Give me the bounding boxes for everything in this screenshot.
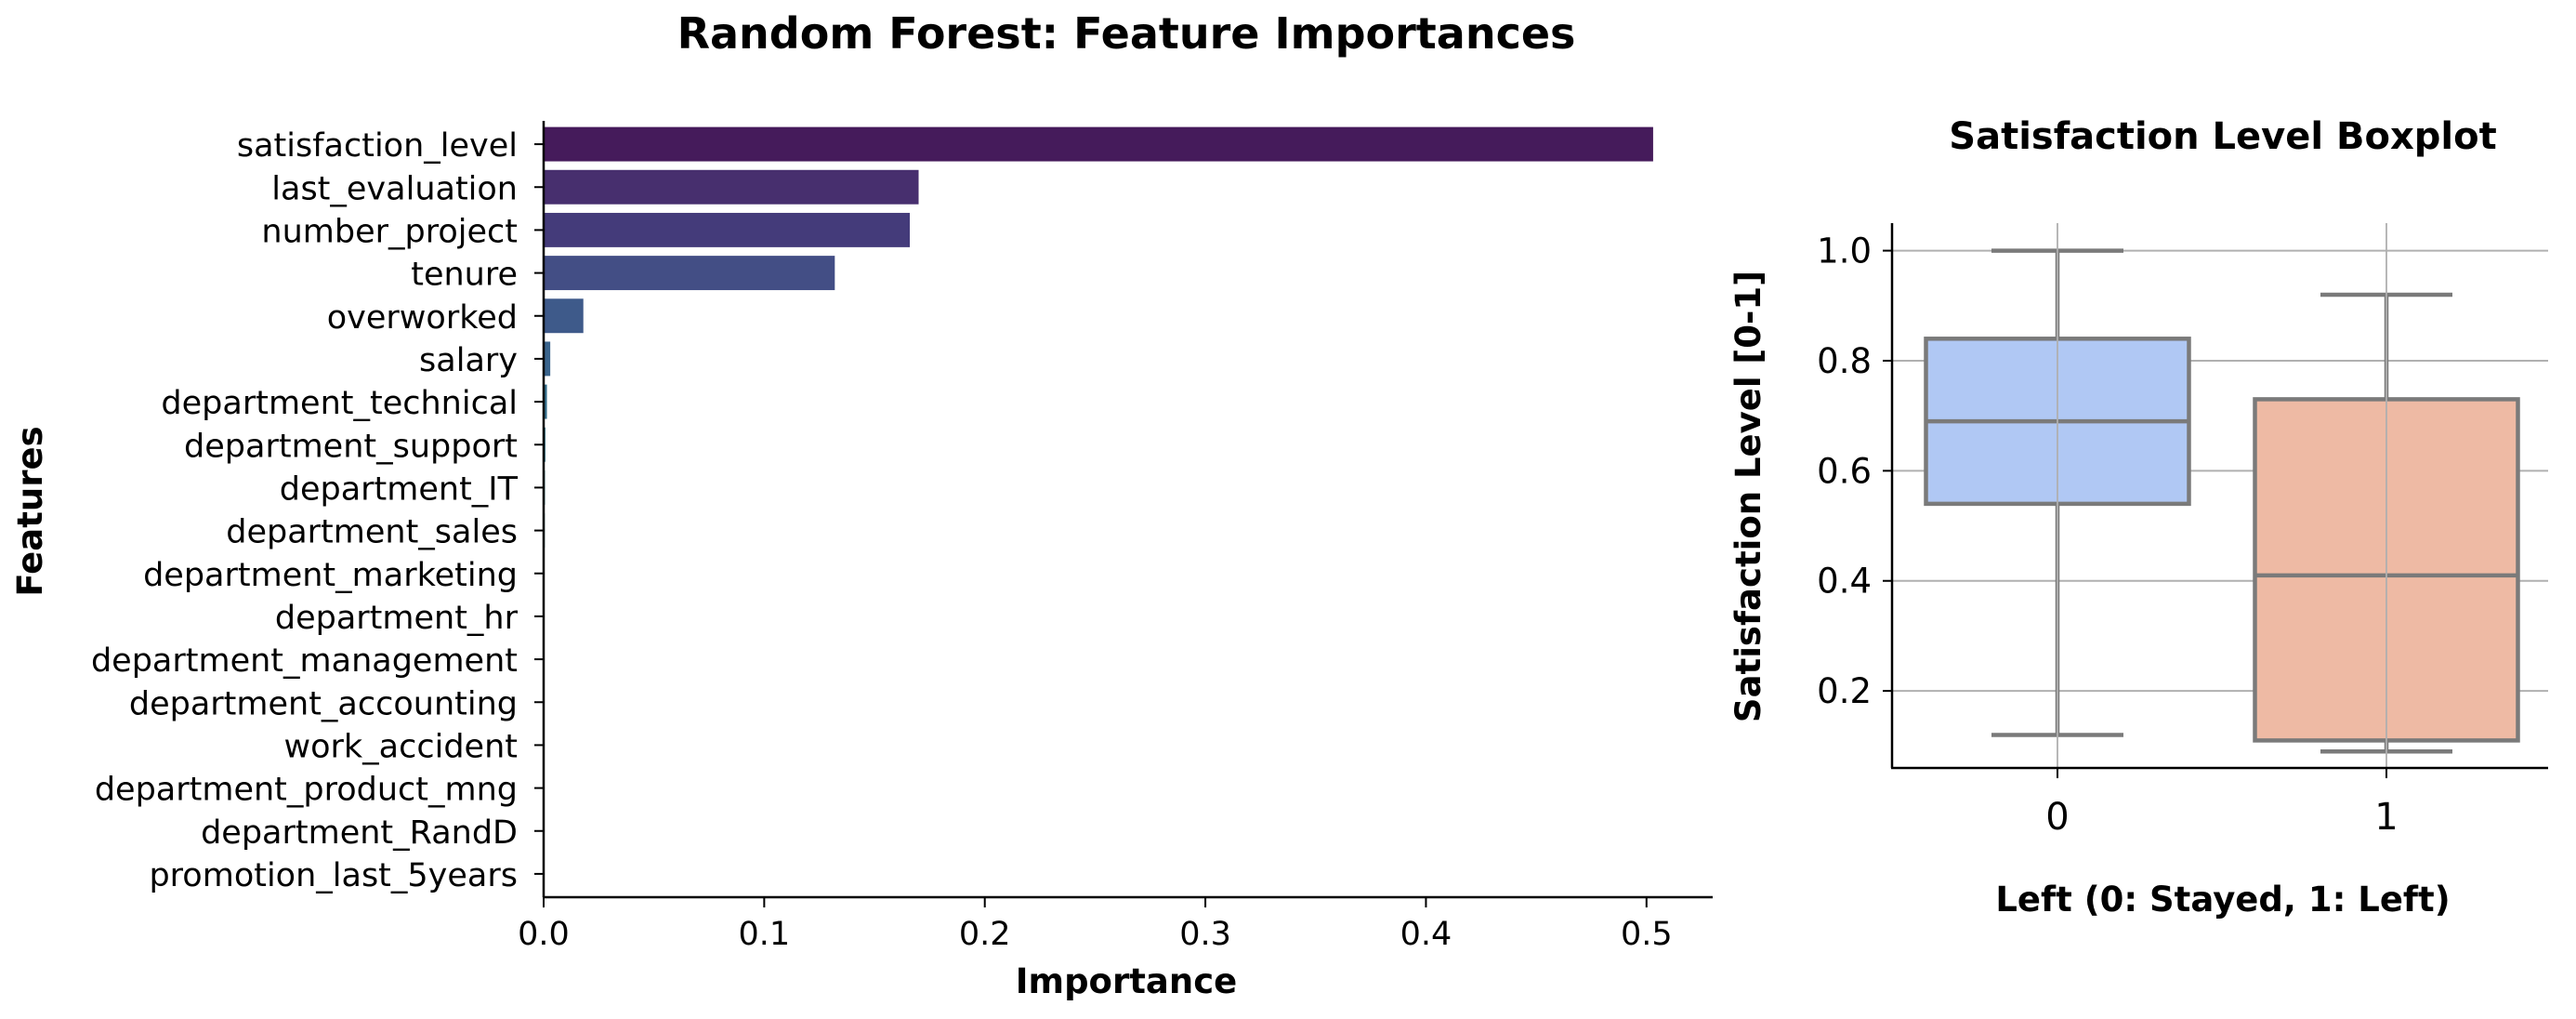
bar-y-axis-label: Features	[10, 426, 50, 596]
box-y-tick-label: 0.2	[1817, 671, 1872, 711]
bar-x-tick-label: 0.0	[518, 916, 570, 953]
bar-category-label: salary	[419, 342, 518, 379]
satisfaction-boxplot-chart: Satisfaction Level Boxplot 0.2 0.4 0.6 0.8 1…	[1728, 115, 2548, 920]
bar-x-tick-label: 0.4	[1400, 916, 1452, 953]
bar-category-labels: satisfaction_level last_evaluation number_…	[91, 127, 544, 894]
bar-category-label: promotion_last_5years	[149, 857, 518, 894]
bar-category-label: department_technical	[161, 385, 518, 422]
bar-chart-title: Random Forest: Feature Importances	[677, 8, 1576, 59]
bar-x-tick-label: 0.5	[1621, 916, 1673, 953]
box-x-tick-label: 1	[2374, 796, 2398, 839]
bar-category-label: department_accounting	[129, 685, 518, 722]
bar-x-axis-label: Importance	[1016, 961, 1238, 1001]
bar-category-label: department_management	[91, 642, 518, 680]
box-y-axis-label: Satisfaction Level [0-1]	[1728, 271, 1768, 722]
bar-category-label: overworked	[327, 299, 518, 337]
bar-category-label: department_sales	[226, 514, 518, 551]
bar-x-tick-label: 0.2	[959, 916, 1011, 953]
feature-importance-chart: Random Forest: Feature Importances satis…	[10, 8, 1713, 1001]
bar-satisfaction_level	[544, 126, 1653, 162]
bar-number_project	[544, 212, 911, 247]
bar-salary	[544, 341, 551, 377]
bar-marks	[544, 126, 1653, 892]
bar-category-label: tenure	[411, 257, 518, 294]
bar-department_technical	[544, 384, 547, 419]
box-x-tick-label: 0	[2045, 796, 2069, 839]
bar-overworked	[544, 298, 584, 334]
bar-x-tick-label: 0.1	[739, 916, 791, 953]
bar-category-label: last_evaluation	[271, 170, 518, 207]
box-chart-title: Satisfaction Level Boxplot	[1949, 115, 2496, 158]
bar-category-label: department_marketing	[143, 557, 518, 594]
box-y-tick-label: 0.8	[1817, 341, 1872, 381]
bar-category-label: department_IT	[280, 470, 519, 508]
bar-category-label: department_product_mng	[95, 772, 518, 809]
bar-x-ticks: 0.0 0.1 0.2 0.3 0.4 0.5	[518, 897, 1673, 953]
box-x-axis-label: Left (0: Stayed, 1: Left)	[1995, 880, 2450, 920]
bar-tenure	[544, 256, 835, 291]
bar-category-label: number_project	[261, 213, 518, 250]
box-y-tick-label: 1.0	[1817, 232, 1872, 271]
bar-last_evaluation	[544, 169, 919, 205]
box-marks	[1924, 223, 2520, 768]
bar-category-label: department_support	[184, 428, 518, 465]
box-y-ticks: 0.2 0.4 0.6 0.8 1.0	[1817, 232, 1892, 711]
box-y-tick-label: 0.4	[1817, 562, 1872, 602]
bar-category-label: department_hr	[275, 600, 519, 637]
bar-category-label: department_RandD	[201, 814, 518, 852]
bar-category-label: satisfaction_level	[237, 127, 518, 165]
bar-category-label: work_accident	[283, 728, 518, 765]
box-y-tick-label: 0.6	[1817, 451, 1872, 491]
bar-x-tick-label: 0.3	[1179, 916, 1231, 953]
